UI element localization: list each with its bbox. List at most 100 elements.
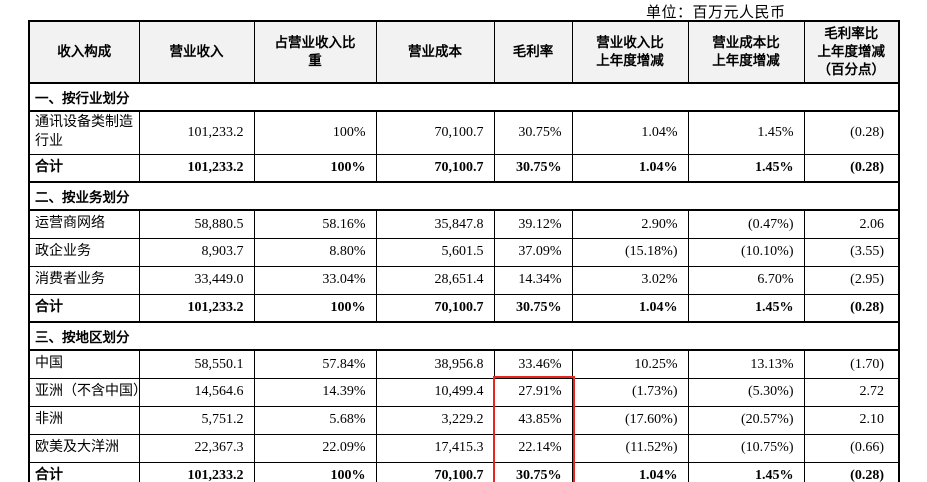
- cell-value: 101,233.2: [138, 461, 255, 482]
- row-label: 合计: [28, 461, 140, 482]
- cell-value: 1.04%: [571, 293, 689, 324]
- cell-value: 39.12%: [493, 209, 573, 239]
- row-label: 亚洲（不含中国）: [28, 377, 147, 407]
- section-title: 二、按业务划分: [28, 181, 900, 212]
- column-header: 营业收入比 上年度增减: [571, 20, 689, 84]
- cell-value: 30.75%: [493, 110, 573, 155]
- cell-value: 1.45%: [687, 461, 805, 482]
- revenue-composition-table: 收入构成 营业收入 占营业收入比 重营业成本 毛利率 营业收入比 上年度增减 营业成本比 …: [28, 20, 900, 482]
- cell-value: 70,100.7: [375, 461, 495, 482]
- cell-value: 10.25%: [571, 349, 689, 379]
- cell-value: (0.66): [803, 433, 900, 463]
- cell-value: 17,415.3: [375, 433, 495, 463]
- cell-value: 1.04%: [571, 110, 689, 155]
- row-label: 消费者业务: [28, 265, 140, 295]
- cell-value: 8.80%: [253, 237, 377, 267]
- cell-value: 101,233.2: [138, 293, 255, 324]
- cell-value: 58,550.1: [138, 349, 255, 379]
- cell-value: 3.02%: [571, 265, 689, 295]
- table-row: 欧美及大洋洲 22,367.3 22.09% 17,415.3 22.14% (11.52…: [28, 433, 900, 463]
- cell-value: 100%: [253, 293, 377, 324]
- column-header: 营业收入: [138, 20, 255, 84]
- cell-value: 2.06: [803, 209, 900, 239]
- total-row: 合计 101,233.2 100% 70,100.7 30.75% 1.04% 1.45%(…: [28, 293, 900, 324]
- cell-value: 100%: [253, 461, 377, 482]
- cell-value: (11.52%): [571, 433, 689, 463]
- total-row: 合计 101,233.2 100% 70,100.7 30.75% 1.04% 1.45%(…: [28, 461, 900, 482]
- header-row: 收入构成 营业收入 占营业收入比 重营业成本 毛利率 营业收入比 上年度增减 营业成本比 …: [28, 20, 900, 84]
- section-title: 一、按行业划分: [28, 82, 900, 112]
- cell-value: 10,499.4: [375, 377, 495, 407]
- cell-value: 13.13%: [687, 349, 805, 379]
- cell-value: 101,233.2: [138, 153, 255, 184]
- cell-value: 5.68%: [253, 405, 377, 435]
- cell-value: 33.04%: [253, 265, 377, 295]
- table-row: 政企业务 8,903.7 8.80% 5,601.5 37.09% (15.18%) (10…: [28, 237, 900, 267]
- cell-value: 58.16%: [253, 209, 377, 239]
- cell-value: 1.45%: [687, 153, 805, 184]
- cell-value: (1.73%): [571, 377, 689, 407]
- cell-value: 8,903.7: [138, 237, 255, 267]
- table-row: 运营商网络 58,880.5 58.16% 35,847.8 39.12% 2.90% (0…: [28, 209, 900, 239]
- cell-value: 100%: [253, 110, 377, 155]
- total-row: 合计 101,233.2 100% 70,100.7 30.75% 1.04% 1.45%(…: [28, 153, 900, 184]
- cell-value: 37.09%: [493, 237, 573, 267]
- cell-value: 14.39%: [253, 377, 377, 407]
- cell-value: 22.14%: [493, 433, 573, 463]
- column-header: 营业成本比 上年度增减: [687, 20, 805, 84]
- cell-value: 22,367.3: [138, 433, 255, 463]
- section-title-row: 一、按行业划分: [28, 82, 900, 112]
- cell-value: 1.04%: [571, 461, 689, 482]
- cell-value: 6.70%: [687, 265, 805, 295]
- cell-value: (0.28): [803, 153, 900, 184]
- row-label: 运营商网络: [28, 209, 140, 239]
- cell-value: 30.75%: [493, 461, 573, 482]
- column-header: 毛利率比 上年度增减 （百分点）: [803, 20, 900, 84]
- cell-value: 70,100.7: [375, 153, 495, 184]
- cell-value: (5.30%): [687, 377, 805, 407]
- table-row: 中国 58,550.1 57.84% 38,956.8 33.46% 10.25% 13.1…: [28, 349, 900, 379]
- column-header: 毛利率: [493, 20, 573, 84]
- row-label: 合计: [28, 153, 140, 184]
- cell-value: 43.85%: [493, 405, 573, 435]
- cell-value: 5,751.2: [138, 405, 255, 435]
- cell-value: 5,601.5: [375, 237, 495, 267]
- column-header: 收入构成: [28, 20, 140, 84]
- cell-value: 57.84%: [253, 349, 377, 379]
- cell-value: 2.72: [803, 377, 900, 407]
- cell-value: 101,233.2: [138, 110, 255, 155]
- cell-value: 100%: [253, 153, 377, 184]
- column-header: 占营业收入比 重: [253, 20, 377, 84]
- table-row: 通讯设备类制造 行业 101,233.2 100% 70,100.7 30.75% 1.0…: [28, 110, 900, 155]
- cell-value: (2.95): [803, 265, 900, 295]
- cell-value: 1.45%: [687, 293, 805, 324]
- cell-value: 14.34%: [493, 265, 573, 295]
- row-label: 政企业务: [28, 237, 140, 267]
- cell-value: (15.18%): [571, 237, 689, 267]
- cell-value: (3.55): [803, 237, 900, 267]
- cell-value: 22.09%: [253, 433, 377, 463]
- cell-value: (20.57%): [687, 405, 805, 435]
- section-title-row: 二、按业务划分: [28, 181, 900, 212]
- unit-label: 单位：百万元人民币: [646, 5, 786, 21]
- cell-value: 30.75%: [493, 293, 573, 324]
- table-body: 一、按行业划分 通讯设备类制造 行业 101,233.2 100% 70,100.7 30…: [28, 82, 900, 482]
- section-title: 三、按地区划分: [28, 321, 900, 352]
- cell-value: 33.46%: [493, 349, 573, 379]
- cell-value: 3,229.2: [375, 405, 495, 435]
- cell-value: 28,651.4: [375, 265, 495, 295]
- column-header: 营业成本: [375, 20, 495, 84]
- cell-value: (0.47%): [687, 209, 805, 239]
- row-label: 合计: [28, 293, 140, 324]
- table-row: 消费者业务 33,449.0 33.04% 28,651.4 14.34% 3.02% 6.…: [28, 265, 900, 295]
- cell-value: 30.75%: [493, 153, 573, 184]
- row-label: 中国: [28, 349, 140, 379]
- cell-value: (17.60%): [571, 405, 689, 435]
- cell-value: (1.70): [803, 349, 900, 379]
- cell-value: (0.28): [803, 461, 900, 482]
- cell-value: (0.28): [803, 293, 900, 324]
- row-label: 非洲: [28, 405, 140, 435]
- row-label: 通讯设备类制造 行业: [28, 110, 140, 155]
- cell-value: 35,847.8: [375, 209, 495, 239]
